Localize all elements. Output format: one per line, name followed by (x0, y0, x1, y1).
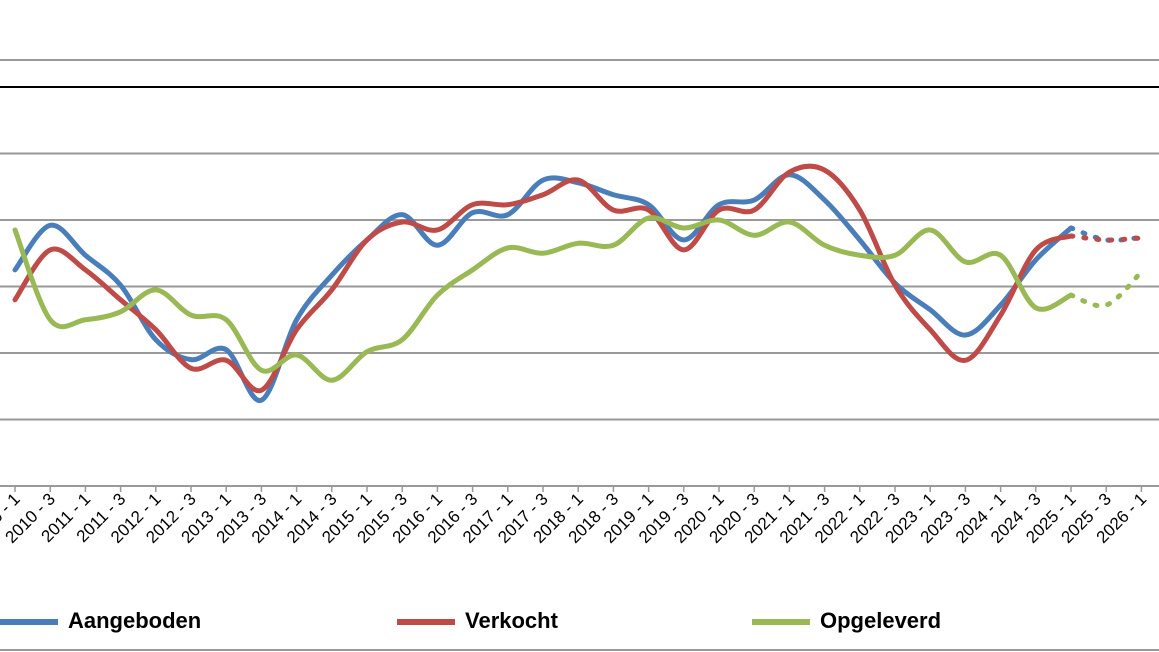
series-line (12, 163, 1074, 394)
forecast-line (1068, 233, 1144, 243)
series-line (12, 215, 1074, 383)
series-line (12, 172, 1074, 403)
legend-label: Aangeboden (68, 608, 201, 633)
legend-label: Verkocht (465, 608, 559, 633)
forecast-line (1068, 269, 1144, 309)
legend-label: Opgeleverd (820, 608, 941, 633)
